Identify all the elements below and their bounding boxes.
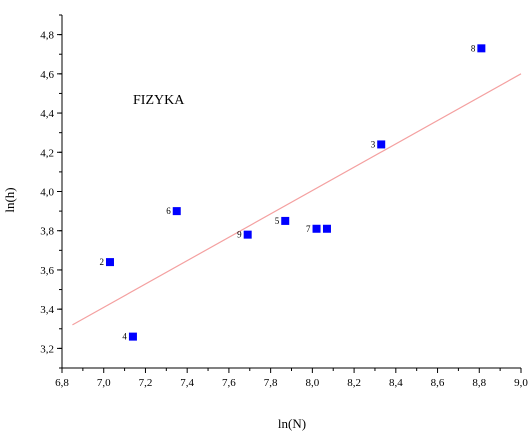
- point-label: 7: [306, 224, 311, 234]
- x-tick-label: 8,0: [305, 377, 319, 389]
- point-label: 6: [166, 206, 171, 216]
- y-tick-label: 3,2: [40, 343, 54, 355]
- point-label: 3: [371, 139, 376, 149]
- fit-line: [72, 73, 522, 326]
- point-label: 4: [122, 332, 127, 342]
- data-points: 123456789: [99, 43, 486, 342]
- y-tick-label: 4,8: [40, 30, 54, 42]
- data-point: [172, 207, 181, 216]
- x-tick-label: 8,6: [431, 377, 445, 389]
- y-tick-label: 3,4: [40, 304, 54, 316]
- x-tick-label: 7,0: [97, 377, 111, 389]
- data-point: [322, 224, 331, 233]
- x-tick-label: 7,4: [180, 377, 194, 389]
- data-point: [105, 258, 114, 267]
- data-point: [281, 216, 290, 225]
- x-tick-label: 8,4: [389, 377, 403, 389]
- y-tick-label: 3,6: [40, 265, 54, 277]
- x-tick-label: 8,2: [347, 377, 361, 389]
- y-tick-label: 4,2: [40, 147, 54, 159]
- x-tick-label: 8,8: [472, 377, 486, 389]
- point-label: 2: [99, 257, 104, 267]
- data-point: [477, 44, 486, 53]
- x-axis-label: ln(N): [278, 416, 306, 431]
- chart-annotation: FIZYKA: [133, 93, 185, 108]
- data-point: [312, 224, 321, 233]
- data-point: [243, 230, 252, 239]
- x-tick-label: 7,6: [222, 377, 236, 389]
- y-tick-label: 4,4: [40, 108, 54, 120]
- x-tick-label: 6,8: [55, 377, 69, 389]
- point-label: 8: [471, 43, 476, 53]
- point-label: 9: [237, 230, 242, 240]
- y-tick-label: 4,6: [40, 69, 54, 81]
- y-axis-label: ln(h): [2, 187, 17, 212]
- y-tick-label: 4,0: [40, 187, 54, 199]
- y-tick-label: 3,8: [40, 226, 54, 238]
- x-tick-label: 7,8: [264, 377, 278, 389]
- data-point: [377, 140, 386, 149]
- x-tick-label: 7,2: [139, 377, 153, 389]
- point-label: 5: [275, 216, 280, 226]
- x-tick-label: 9,0: [514, 377, 528, 389]
- fit-line-group: [72, 73, 522, 326]
- data-point: [128, 332, 137, 341]
- axes: 6,8 7,0 7,2 7,4 7,6 7,8 8,0 8,2 8,4 8,6 8,8 9,0 3,2 3…: [40, 14, 528, 389]
